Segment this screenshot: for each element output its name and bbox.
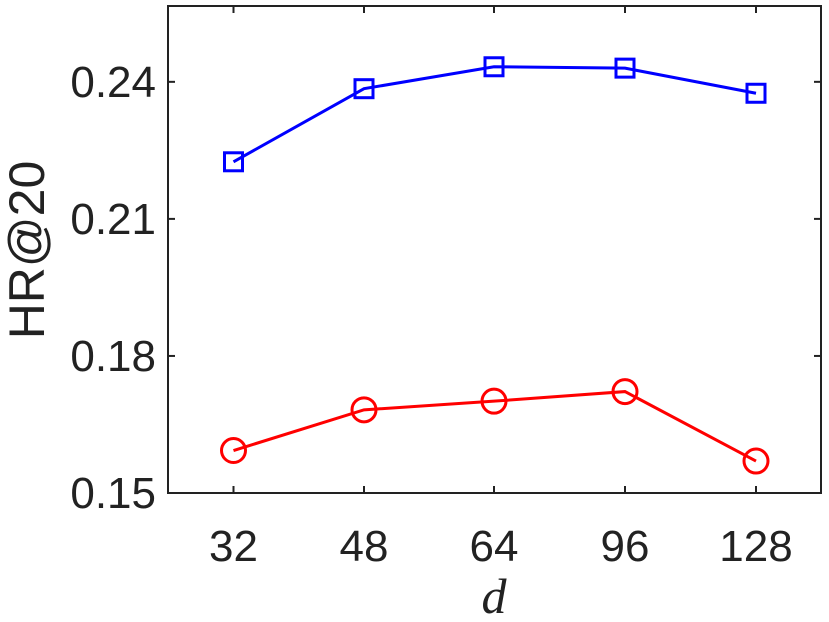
series-2-point <box>480 387 508 415</box>
series-layer <box>220 56 770 475</box>
series-1-point <box>745 82 767 104</box>
y-tick-label: 0.24 <box>70 58 156 107</box>
series-1-point <box>353 78 375 100</box>
series-1-point <box>614 57 636 79</box>
series-1-point <box>223 151 244 173</box>
x-tick-label: 96 <box>601 522 650 571</box>
x-tick-label: 128 <box>719 522 792 571</box>
series-2-point <box>220 437 247 465</box>
y-tick-label: 0.15 <box>70 469 156 518</box>
series-1 <box>223 56 767 173</box>
series-2-point <box>742 447 770 475</box>
y-axis: 0.15 0.18 0.21 0.24 <box>70 58 821 518</box>
series-2-point <box>611 378 639 406</box>
y-axis-label: HR@20 <box>0 161 55 340</box>
x-tick-label: 32 <box>209 522 258 571</box>
series-2-point <box>350 396 378 424</box>
x-axis: 32 48 64 96 128 <box>209 6 793 571</box>
x-axis-label: d <box>482 568 508 622</box>
y-tick-label: 0.21 <box>70 195 156 244</box>
series-1-point <box>483 56 505 78</box>
x-tick-label: 48 <box>340 522 389 571</box>
series-2 <box>220 378 770 475</box>
series-1-line <box>232 65 757 164</box>
plot-area <box>167 5 822 494</box>
x-tick-label: 64 <box>470 522 519 571</box>
series-2-line <box>233 390 757 463</box>
y-tick-label: 0.18 <box>70 332 156 381</box>
